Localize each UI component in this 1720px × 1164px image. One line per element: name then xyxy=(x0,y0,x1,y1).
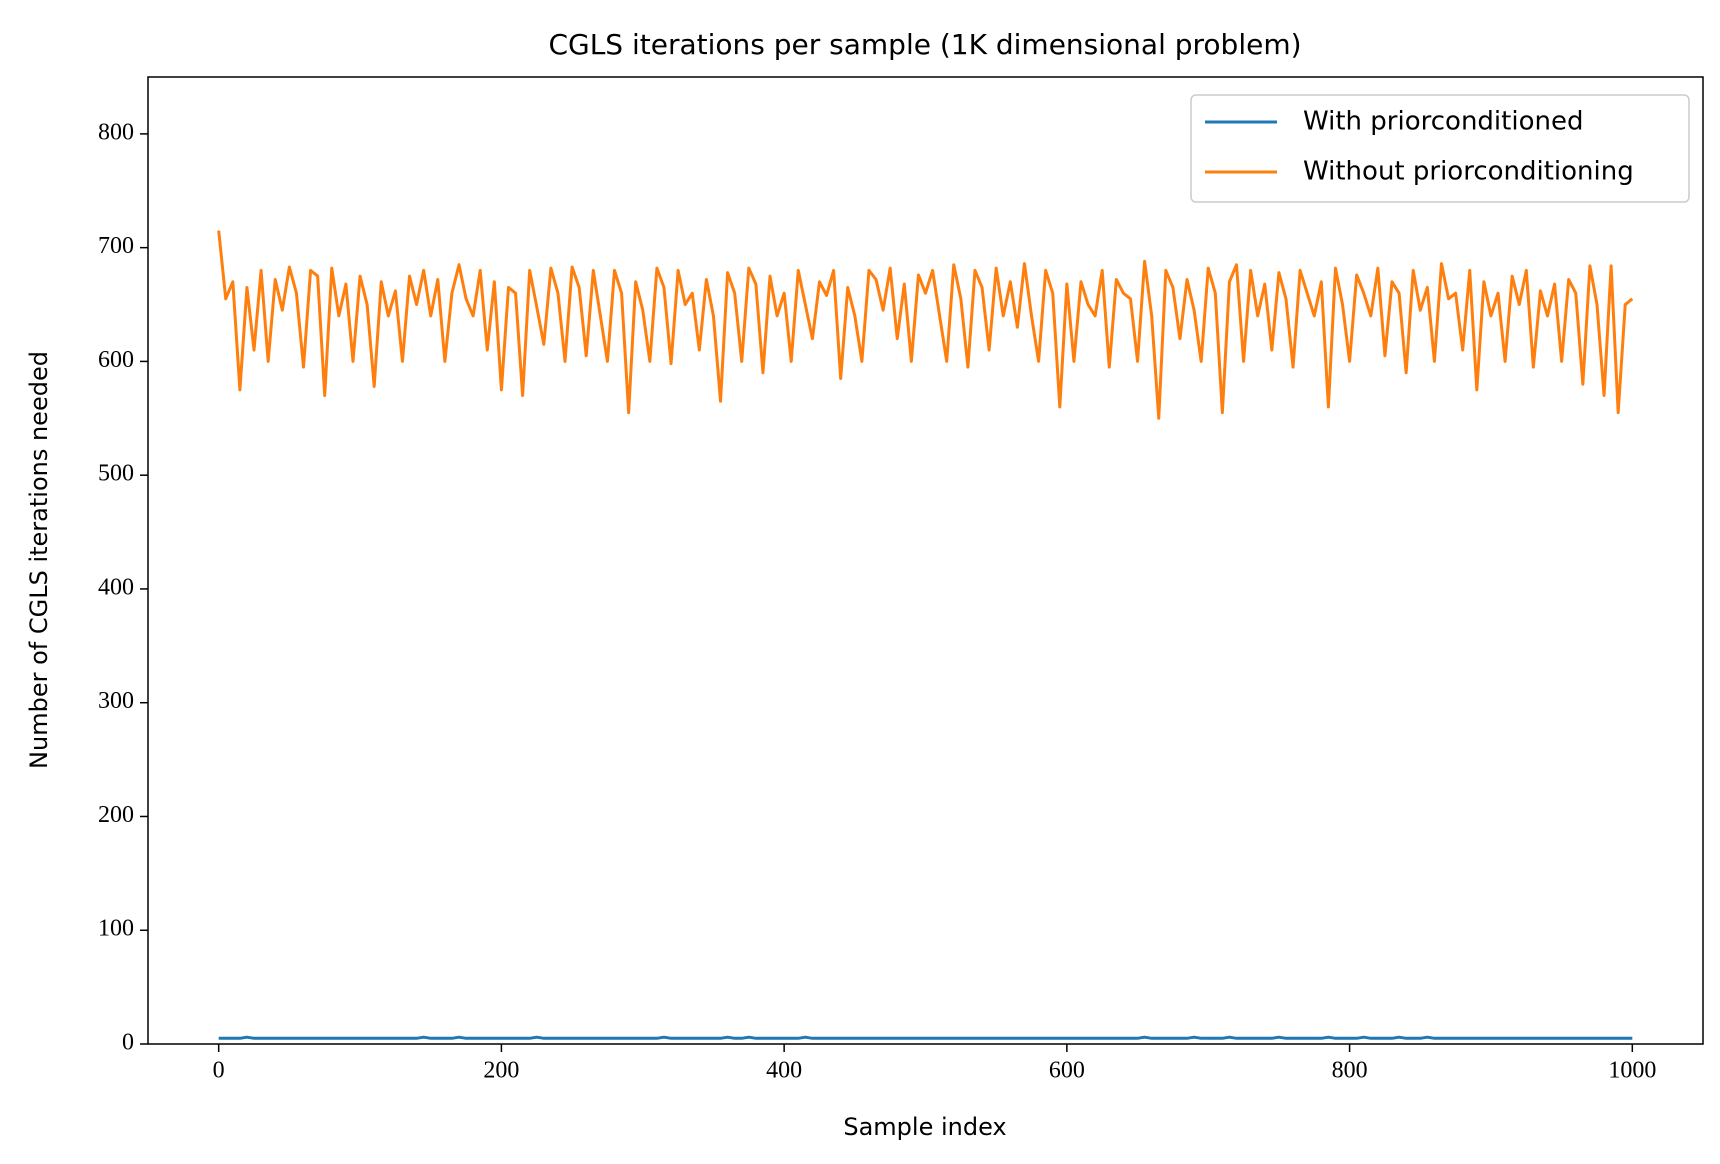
y-tick-label: 400 xyxy=(98,574,134,600)
x-tick-label: 0 xyxy=(213,1058,225,1084)
x-tick-label: 400 xyxy=(766,1058,802,1084)
y-tick-label: 100 xyxy=(98,916,134,942)
y-tick-label: 800 xyxy=(98,119,134,145)
y-tick-label: 500 xyxy=(98,461,134,487)
x-axis-label: Sample index xyxy=(843,1113,1006,1141)
y-tick-label: 300 xyxy=(98,688,134,714)
series-line xyxy=(218,1035,1633,1040)
legend-box xyxy=(1190,94,1690,203)
y-axis-label: Number of CGLS iterations needed xyxy=(25,351,53,769)
chart-title: CGLS iterations per sample (1K dimension… xyxy=(548,28,1301,61)
y-tick-label: 600 xyxy=(98,347,134,373)
x-tick-label: 600 xyxy=(1049,1058,1085,1084)
x-tick-label: 200 xyxy=(483,1058,519,1084)
legend-label: Without priorconditioning xyxy=(1303,157,1634,187)
y-tick-label: 0 xyxy=(122,1030,134,1056)
legend-label: With priorconditioned xyxy=(1303,107,1583,137)
y-tick-label: 200 xyxy=(98,802,134,828)
x-tick-label: 1000 xyxy=(1608,1058,1656,1084)
y-tick-label: 700 xyxy=(98,233,134,259)
x-tick-label: 800 xyxy=(1332,1058,1368,1084)
plot-frame xyxy=(147,76,1704,1045)
series-line xyxy=(217,230,1634,420)
